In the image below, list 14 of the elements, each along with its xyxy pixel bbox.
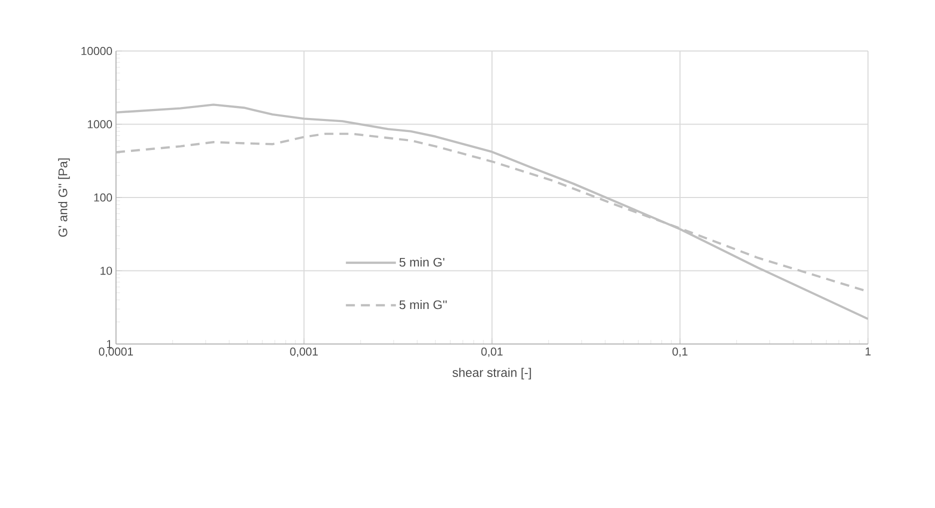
x-tick-label: 0,0001 (98, 348, 133, 357)
legend-label: 5 min G'' (399, 300, 447, 310)
x-tick-label: 0,001 (290, 348, 318, 357)
x-tick-label: 1 (866, 348, 871, 356)
y-tick-label: 1 (106, 340, 112, 348)
x-tick-label: 0,1 (672, 348, 688, 357)
y-tick-label: 10 (100, 266, 112, 275)
y-tick-label: 100 (94, 193, 112, 202)
x-axis-title: shear strain [-] (452, 368, 531, 380)
legend-label: 5 min G' (399, 257, 444, 267)
x-tick-label: 0,01 (481, 348, 503, 357)
y-axis-title: G' and G'' [Pa] (58, 158, 70, 237)
y-tick-label: 1000 (88, 120, 112, 128)
y-tick-label: 10000 (81, 46, 112, 56)
